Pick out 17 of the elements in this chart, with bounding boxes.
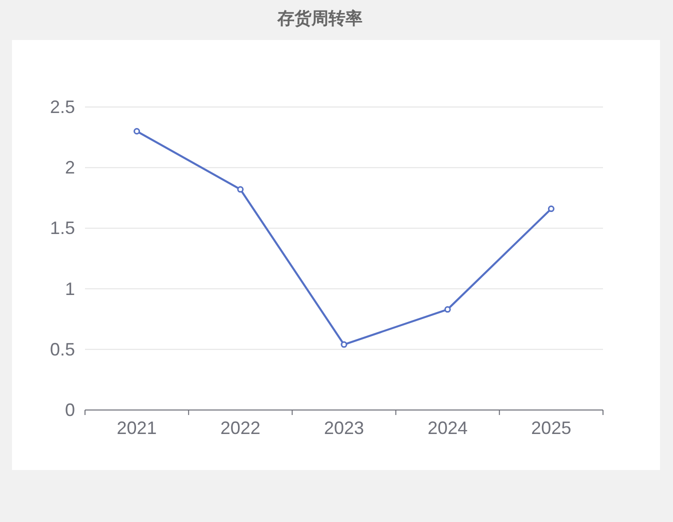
point [237,186,244,193]
x-tick-label: 2025 [531,418,572,438]
point [134,128,140,134]
y-tick-label: 0.5 [50,339,75,360]
point [340,341,348,348]
y-tick-label: 2.5 [50,97,75,117]
x-tick-label: 2021 [116,418,157,438]
y-tick-label: 2 [64,158,75,178]
chart-title: 存货周转率 [276,9,362,28]
y-tick-label: 1.5 [50,218,75,238]
point [444,306,451,313]
x-tick-label: 2023 [324,418,364,438]
y-tick-label: 0 [64,400,75,420]
point [548,206,554,212]
y-tick-label: 1 [64,278,75,299]
x-tick-label: 2022 [220,418,260,438]
x-tick-label: 2024 [428,418,468,438]
